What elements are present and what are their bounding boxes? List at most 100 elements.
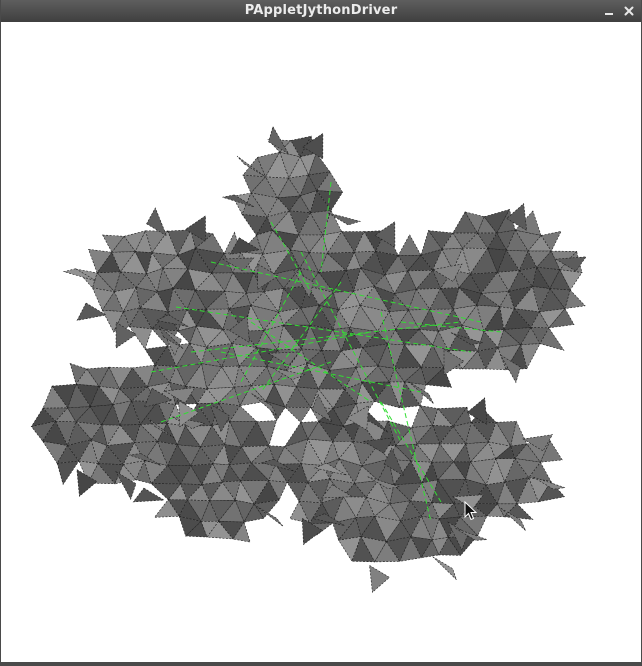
mesh-facet — [409, 500, 433, 517]
mesh-facet — [431, 518, 449, 541]
mesh-facet — [320, 484, 354, 499]
mesh-facet — [268, 480, 288, 501]
mesh-facet — [462, 247, 489, 275]
mesh-facet — [451, 494, 484, 510]
mesh-facet — [419, 405, 439, 427]
mesh-facet — [112, 388, 133, 406]
mesh-facet — [437, 461, 467, 481]
mesh-facet — [408, 381, 434, 405]
wire-edge — [380, 311, 432, 523]
wire-edge — [380, 401, 442, 503]
mesh-facet — [123, 230, 147, 253]
mesh-facet — [308, 152, 331, 176]
mesh-facet — [76, 469, 98, 497]
mesh-facet — [144, 345, 169, 366]
mesh-facet — [326, 251, 355, 271]
mesh-facet — [135, 459, 152, 485]
mesh-facet — [399, 536, 422, 562]
mesh-facet — [228, 292, 252, 310]
mesh-facet — [506, 202, 528, 232]
mesh-facet — [485, 346, 507, 371]
mesh-facet — [275, 446, 302, 465]
mesh-facet — [194, 248, 225, 274]
mesh-facet — [30, 407, 57, 427]
wire-edge — [210, 261, 482, 323]
mesh-facet — [234, 499, 255, 523]
minimize-button[interactable] — [601, 3, 617, 19]
mesh-facet — [150, 465, 182, 485]
mesh-facet — [89, 385, 114, 407]
mesh-facet — [290, 249, 310, 269]
mesh-facet — [134, 251, 153, 275]
mesh-facet — [494, 445, 516, 460]
mesh-facet — [432, 556, 457, 581]
mesh-facet — [437, 406, 468, 427]
mesh-facet — [209, 403, 231, 433]
mesh-facet — [298, 212, 324, 236]
mesh-facet — [132, 487, 165, 503]
wire-edge — [220, 351, 422, 393]
mesh-facet — [513, 308, 540, 329]
mesh-facet — [353, 480, 379, 498]
mesh-facet — [236, 155, 265, 177]
mesh-facet — [257, 263, 279, 291]
mesh-facet — [178, 400, 200, 428]
minimize-icon — [605, 13, 613, 15]
mesh-facet — [153, 499, 180, 518]
mesh-facet — [159, 325, 184, 350]
mesh-facet — [450, 332, 483, 346]
mesh-facet — [483, 209, 510, 234]
mesh-facet — [90, 439, 108, 465]
mesh-facet — [332, 425, 354, 442]
wire-edge — [300, 251, 402, 443]
mesh-facet — [564, 289, 586, 309]
mesh-facet — [229, 237, 261, 255]
mesh-facet — [483, 329, 505, 349]
mesh-facet — [301, 517, 323, 546]
mesh-facet — [420, 539, 440, 559]
mesh-facet — [256, 151, 281, 178]
mesh-facet — [397, 254, 422, 272]
mesh-facet — [455, 528, 488, 541]
mesh-facet — [185, 362, 208, 390]
mesh-facet — [516, 476, 539, 505]
mesh-facet — [221, 257, 255, 272]
mesh-facet — [477, 330, 499, 352]
mesh-facet — [151, 230, 179, 256]
mesh-facet — [461, 232, 489, 249]
mesh-facet — [485, 481, 506, 505]
mesh-facet — [518, 250, 538, 271]
mesh-facet — [355, 496, 376, 519]
mesh-facet — [288, 156, 309, 179]
mesh-facet — [42, 420, 68, 446]
mesh-facet — [465, 421, 490, 445]
window-title: PAppletJythonDriver — [244, 3, 398, 18]
mesh-facet — [243, 503, 265, 523]
mesh-facet — [256, 505, 284, 527]
mesh-facet — [135, 273, 158, 293]
close-button[interactable] — [621, 3, 637, 19]
mesh-facet — [540, 230, 562, 252]
mesh-facet — [146, 251, 164, 275]
mesh-facet — [150, 483, 182, 501]
mesh-facet — [527, 250, 552, 268]
mesh-facet — [458, 273, 482, 294]
mesh-facet — [407, 269, 434, 290]
mesh-facet — [307, 271, 335, 293]
mesh-facet — [56, 460, 80, 486]
mesh-facet — [418, 329, 439, 346]
mesh-facet — [51, 383, 77, 409]
mesh-facet — [352, 441, 379, 467]
mesh-facet — [229, 421, 258, 448]
mesh-facet — [209, 481, 236, 502]
wire-edge — [400, 321, 502, 333]
mesh-facet — [432, 263, 463, 282]
mesh-facet — [394, 344, 422, 369]
title-bar[interactable]: PAppletJythonDriver — [1, 0, 641, 22]
mesh-facet — [147, 418, 176, 439]
mesh-facet — [313, 462, 347, 476]
mesh-facet — [432, 425, 454, 445]
sketch-canvas[interactable] — [1, 22, 641, 662]
mesh-facet — [548, 308, 575, 329]
mesh-facet — [388, 381, 405, 409]
